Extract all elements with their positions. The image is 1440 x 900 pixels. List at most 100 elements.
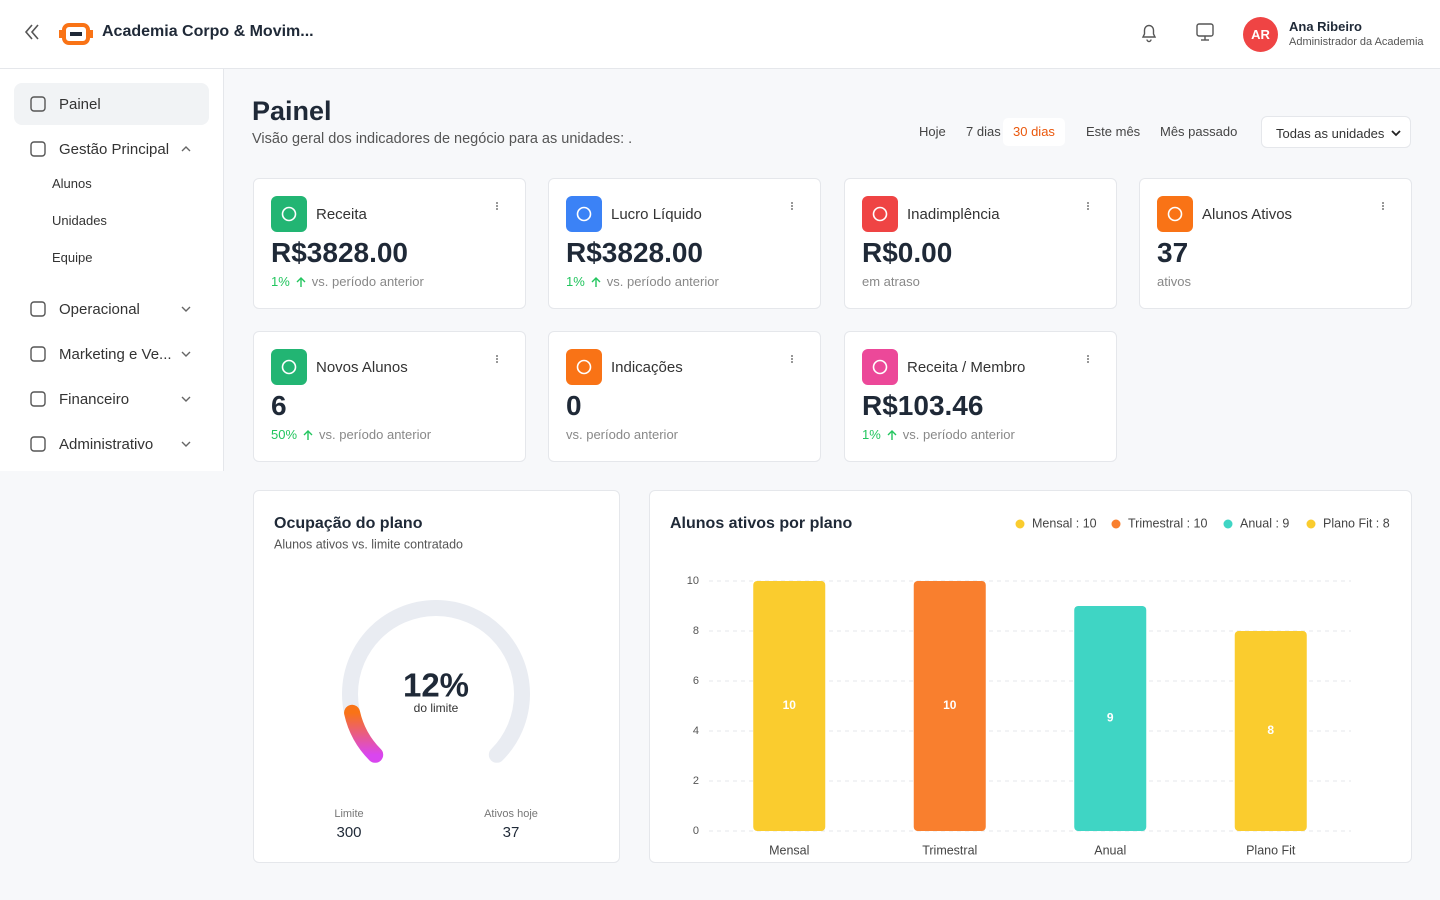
kpi-menu [1382,202,1384,210]
user-name: Ana Ribeiro [1289,19,1362,34]
kpi-footer: 1% vs. período anterior [271,274,424,289]
kpi-value: R$3828.00 [271,237,409,268]
kpi-change: 1% [862,427,881,442]
unit-select[interactable]: Todas as unidades [1261,116,1411,148]
kpi-glyph [576,359,592,375]
nav-item[interactable]: Gestão Principal [14,128,209,170]
kpi-label: Receita [316,206,367,223]
kpi-change: 50% [271,427,298,442]
kpi-glyph [281,359,297,375]
nav-chevron [181,351,191,357]
kpi-menu [496,355,498,363]
legend-label: Mensal : 10 [1032,516,1097,530]
active-value: 37 [503,824,520,841]
legend-dot [1015,519,1025,529]
legend-label: Anual : 9 [1240,516,1289,530]
kpi-icon [1157,196,1193,232]
nav-item[interactable]: Administrativo [14,423,209,465]
kpi-label: Novos Alunos [316,359,408,376]
nav-item[interactable]: Operacional [14,288,209,330]
kpi-footer: ativos [1157,274,1191,289]
kpi-card: Receita / Membro R$103.46 1% vs. período an… [844,331,1117,462]
kpi-change: 1% [566,274,585,289]
kpi-icon [271,349,307,385]
nav-item[interactable]: Painel [14,83,209,125]
y-tick-label: 8 [693,625,699,637]
y-tick-label: 6 [693,675,699,687]
kpi-label: Alunos Ativos [1202,206,1293,223]
kpi-glyph [872,206,888,222]
range-tab[interactable]: 30 dias [1003,118,1065,146]
legend-dot [1306,519,1316,529]
logo [59,23,93,45]
nav-subitem[interactable]: Alunos [52,176,92,191]
chart: Alunos ativos por plano Mensal : 10 Trime… [670,515,1390,857]
range-tab[interactable]: Mês passado [1160,124,1238,139]
kpi-glyph [576,206,592,222]
kpi-note: em atraso [862,274,920,289]
limit-label: Limite [334,808,363,820]
kpi-footer: 50% vs. período anterior [271,427,431,442]
nav-icon [30,436,46,452]
kpi-label: Indicações [611,359,683,376]
nav-icon [30,96,46,112]
kpi-menu [791,355,793,363]
kpi-card: Receita R$3828.00 1% vs. período anterior [253,178,526,309]
user-role: Administrador da Academia [1289,36,1424,48]
nav-chevron [181,441,191,447]
nav-subitem[interactable]: Equipe [52,250,93,265]
kpi-footer: vs. período anterior [566,427,678,442]
kpi-change: 1% [271,274,290,289]
limit-value: 300 [336,824,361,841]
gauge-fill [344,704,384,763]
nav-item[interactable]: Marketing e Ve... [14,333,209,375]
x-tick-label: Mensal [769,843,809,857]
nav-chevron [181,146,191,152]
avatar[interactable]: AR [1243,17,1278,52]
y-tick-label: 10 [687,575,699,587]
chevron [1391,130,1401,137]
kpi-glyph [1167,206,1183,222]
nav-icon [30,141,46,157]
kpi-arrow [887,429,897,440]
kpi-card: Indicações 0 vs. período anterior [548,331,821,462]
legend-dot [1111,519,1121,529]
kpi-arrow [303,429,313,440]
kpi-footer: 1% vs. período anterior [566,274,719,289]
nav-subitem[interactable]: Unidades [52,213,107,228]
kpi-card: Inadimplência R$0.00 em atraso [844,178,1117,309]
kpi-card: Alunos Ativos 37 ativos [1139,178,1412,309]
kpi-label: Lucro Líquido [611,206,702,223]
gauge-title: Ocupação do plano [274,515,423,532]
nav-icon [30,346,46,362]
legend-label: Plano Fit : 8 [1323,516,1390,530]
kpi-value: R$103.46 [862,390,984,421]
notifications[interactable] [1138,21,1160,43]
bar-label: 8 [1267,723,1274,737]
legend-label: Trimestral : 10 [1128,516,1207,530]
unit-select-label: Todas as unidades [1276,126,1385,141]
display-toggle[interactable] [1194,21,1216,43]
kpi-value: 6 [271,390,287,421]
bar-label: 10 [943,698,957,712]
kpi-icon [271,196,307,232]
x-tick-label: Trimestral [922,843,977,857]
nav-label: Financeiro [59,391,130,408]
kpi-menu [791,202,793,210]
kpi-glyph [872,359,888,375]
collapse-button[interactable] [22,22,42,42]
bar-label: 9 [1107,711,1114,725]
kpi-note: vs. período anterior [566,427,679,442]
brand: Academia Corpo & Movim... [102,23,314,40]
kpi-note: ativos [1157,274,1191,289]
bar [913,581,986,831]
range-tab[interactable]: 7 dias [966,124,1001,139]
kpi-footer: 1% vs. período anterior [862,427,1015,442]
kpi-icon [566,196,602,232]
range-tab[interactable]: Hoje [919,124,946,139]
range-tab[interactable]: Este mês [1086,124,1141,139]
nav-item[interactable]: Financeiro [14,378,209,420]
gauge-card: Ocupação do plano Alunos ativos vs. limi… [253,490,620,863]
nav-icon [30,391,46,407]
